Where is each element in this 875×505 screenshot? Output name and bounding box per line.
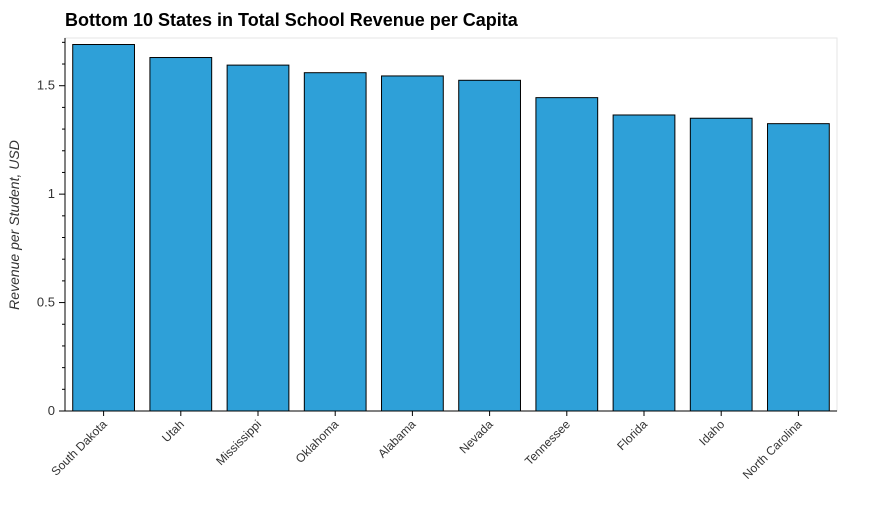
- x-tick-label: South Dakota: [48, 417, 110, 479]
- x-tick-label: Nevada: [457, 417, 496, 456]
- y-tick-label: 1: [48, 186, 55, 201]
- x-tick-label: Florida: [614, 417, 650, 453]
- bar-tennessee: [535, 97, 599, 412]
- x-tick-label: Oklahoma: [293, 417, 342, 466]
- bar-nevada: [458, 79, 521, 412]
- x-tick-label: Idaho: [696, 417, 727, 448]
- x-tick-label: Utah: [159, 417, 187, 445]
- bar-south-dakota: [72, 44, 135, 412]
- bar-alabama: [381, 75, 444, 412]
- x-tick-label: Tennessee: [522, 417, 573, 468]
- x-tick-label: Alabama: [375, 417, 419, 461]
- bar-utah: [149, 57, 213, 412]
- bar-mississippi: [226, 64, 290, 412]
- y-axis-label: Revenue per Student, USD: [6, 140, 22, 310]
- y-tick-label: 1.5: [37, 78, 55, 93]
- bar-idaho: [689, 117, 753, 412]
- x-tick-label: Mississippi: [213, 417, 264, 468]
- bar-florida: [612, 114, 676, 412]
- bar-oklahoma: [303, 72, 367, 412]
- y-tick-label: 0.5: [37, 295, 55, 310]
- x-tick-label: North Carolina: [740, 417, 805, 482]
- bar-north-carolina: [767, 123, 830, 412]
- bars-layer: [72, 44, 830, 412]
- y-ticks: 0 0.5 1 1.5: [37, 41, 65, 418]
- x-ticks: South Dakota Utah Mississippi Oklahoma Alaba…: [48, 411, 805, 482]
- chart-title: Bottom 10 States in Total School Revenue…: [65, 10, 518, 30]
- y-tick-label: 0: [48, 403, 55, 418]
